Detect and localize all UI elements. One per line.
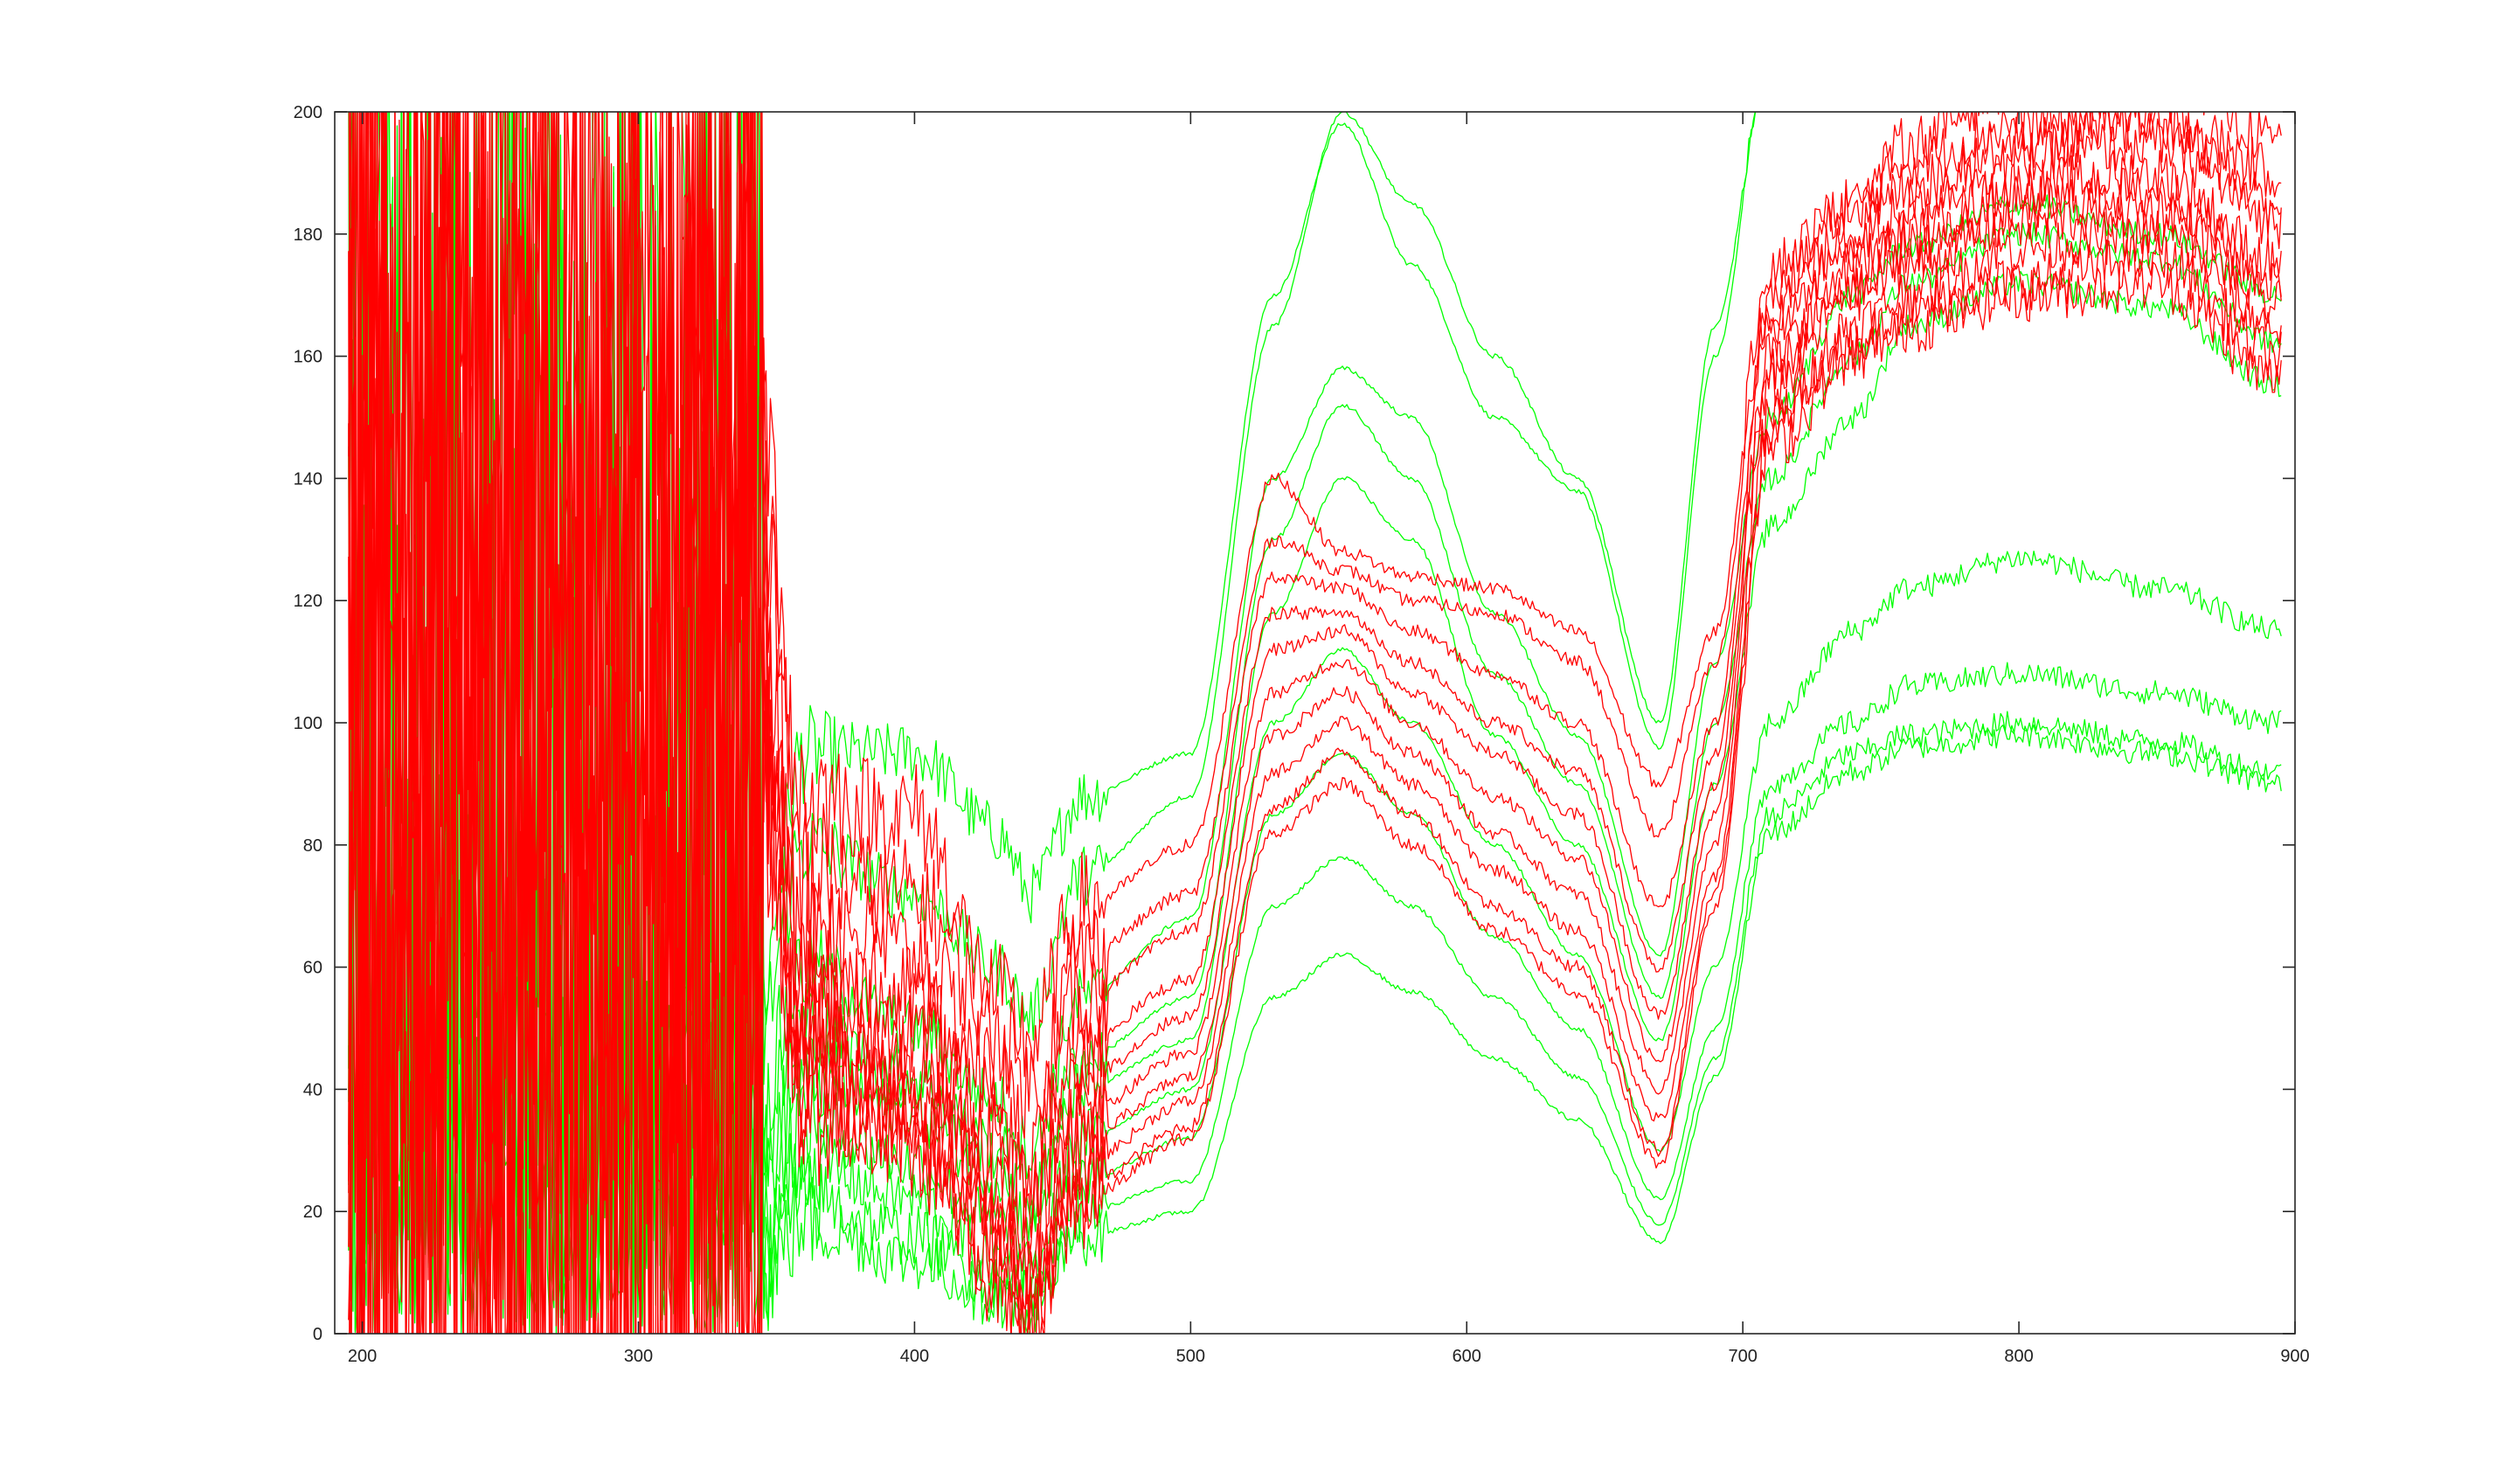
y-tick-label: 100 [294,714,322,733]
y-tick-label: 120 [294,592,322,611]
x-axis: 200 300 400 500 600 700 800 900 [348,112,2310,1366]
series-line-red-4 [349,112,2282,1334]
y-tick-label: 160 [294,348,322,367]
y-tick-label: 180 [294,225,322,245]
x-tick-label: 500 [1176,1347,1205,1366]
x-tick-label: 800 [2004,1347,2033,1366]
series-line-red-9 [348,112,2282,1334]
series-line-green-10 [348,112,1757,1333]
y-axis: 0 20 40 60 80 100 120 140 160 180 200 [294,103,2295,1344]
x-tick-label: 600 [1453,1347,1481,1366]
y-tick-label: 200 [294,103,322,122]
series-layer [348,112,2282,1334]
y-tick-label: 0 [313,1325,322,1344]
y-tick-label: 40 [303,1080,322,1099]
y-tick-label: 80 [303,836,322,856]
x-tick-label: 700 [1728,1347,1757,1366]
series-line-red-2 [348,112,2282,1334]
y-tick-label: 20 [303,1203,322,1222]
x-tick-label: 300 [624,1347,653,1366]
x-tick-label: 900 [2280,1347,2309,1366]
y-tick-label: 60 [303,959,322,978]
y-tick-label: 140 [294,469,322,489]
x-tick-label: 400 [900,1347,929,1366]
series-line-red-8 [348,112,2282,1334]
x-tick-label: 200 [348,1347,377,1366]
